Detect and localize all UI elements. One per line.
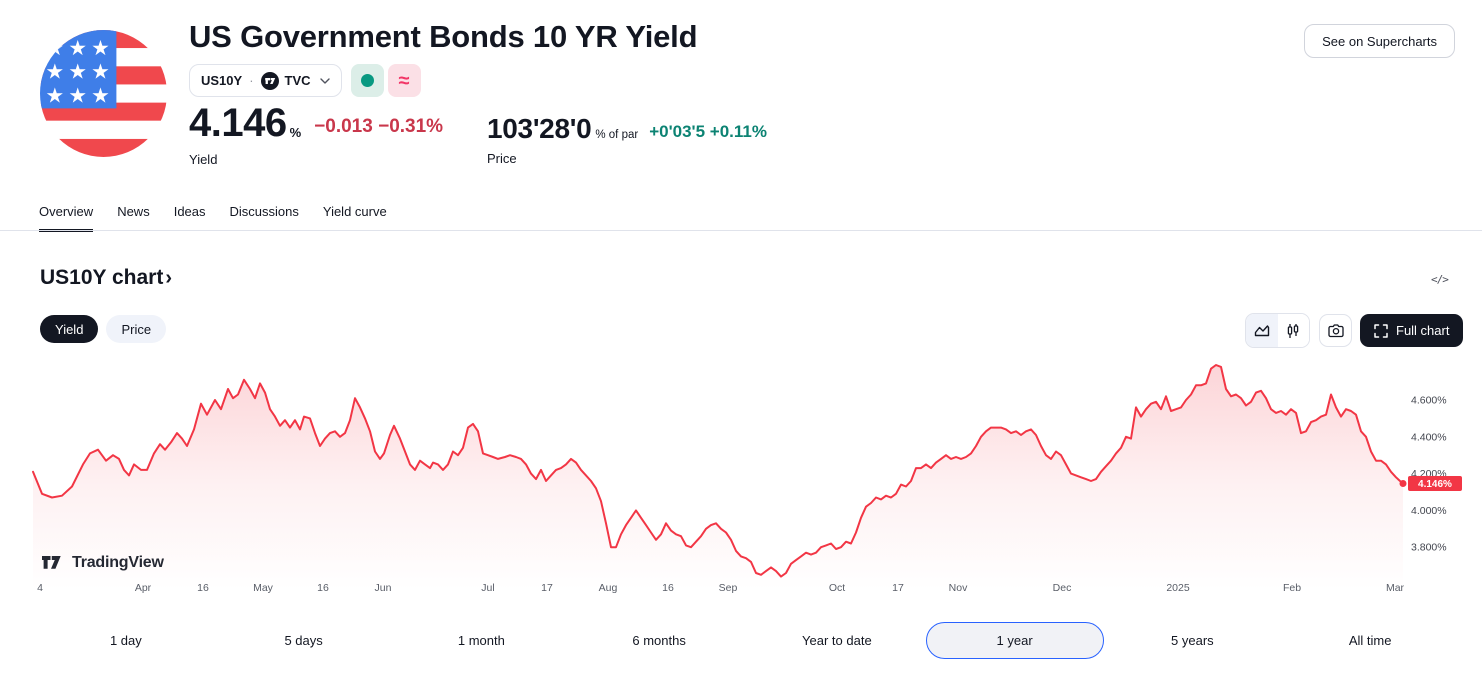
svg-text:Oct: Oct [829,582,845,594]
yield-metric: 4.146 % −0.013 −0.31% Yield [189,103,443,167]
svg-text:3.800%: 3.800% [1411,542,1447,554]
svg-text:★: ★ [91,83,110,107]
embed-code-icon[interactable]: </> [1431,273,1449,286]
svg-text:Feb: Feb [1283,582,1301,594]
svg-text:4.400%: 4.400% [1411,431,1447,443]
svg-text:16: 16 [662,582,674,594]
range-year-to-date[interactable]: Year to date [748,622,926,659]
exchange-code: TVC [284,73,311,88]
us-flag-icon: ★ ★ ★ ★ ★ ★ ★ ★ ★ [40,30,167,157]
range-5-years[interactable]: 5 years [1104,622,1282,659]
fullscreen-icon [1374,323,1388,338]
tab-overview[interactable]: Overview [39,204,94,232]
tradingview-logo-icon [42,555,61,569]
chevron-down-icon [319,77,330,84]
range-bar: 1 day 5 days 1 month 6 months Year to da… [37,620,1459,660]
full-chart-button[interactable]: Full chart [1360,314,1464,347]
yield-unit: % [289,125,302,140]
yield-change: −0.013 −0.31% [314,116,444,137]
svg-text:Jun: Jun [375,582,392,594]
page-title: US Government Bonds 10 YR Yield [189,19,698,54]
chart-toolbar: Full chart [1245,313,1464,348]
tab-news[interactable]: News [117,204,150,219]
svg-text:★: ★ [91,36,110,60]
svg-text:4.146%: 4.146% [1418,479,1452,490]
symbol-row: US10Y · TVC ≈ [189,64,421,97]
price-label: Price [487,151,517,166]
svg-text:★: ★ [68,60,87,84]
tab-ideas[interactable]: Ideas [173,204,206,219]
tabs-divider [0,230,1482,231]
full-chart-label: Full chart [1396,323,1450,338]
svg-text:16: 16 [197,582,209,594]
snapshot-button[interactable] [1319,314,1352,347]
yield-value: 4.146 [189,101,287,145]
svg-text:4: 4 [37,582,43,594]
yield-area-chart[interactable]: 4.600%4.400%4.200%4.000%3.800%4 Apr 16 May 1… [0,358,1482,603]
range-6-months[interactable]: 6 months [570,622,748,659]
chevron-right-icon: › [165,266,173,289]
chart-heading-link[interactable]: US10Y chart › [40,266,173,289]
svg-text:4.000%: 4.000% [1411,505,1447,517]
range-1-month[interactable]: 1 month [393,622,571,659]
svg-text:Apr: Apr [135,582,152,594]
market-open-dot-icon [360,74,374,87]
svg-text:Mar: Mar [1386,582,1405,594]
svg-text:Dec: Dec [1053,582,1072,594]
tab-bar: Overview News Ideas Discussions Yield cu… [39,204,387,232]
tradingview-exchange-icon [260,71,279,90]
svg-text:17: 17 [892,582,904,594]
candles-chart-type-button[interactable] [1277,314,1309,347]
toggle-price-button[interactable]: Price [106,315,167,343]
market-status-chip[interactable] [350,64,384,97]
svg-text:Aug: Aug [599,582,618,594]
area-chart-icon [1254,324,1269,336]
range-1-year[interactable]: 1 year [925,621,1104,659]
svg-text:May: May [253,582,274,594]
svg-text:★: ★ [46,36,65,60]
price-metric: 103'28'0 % of par +0'03'5 +0.11% Price [487,113,767,167]
yield-chart-area[interactable]: 4.600% 4.400% 4.200% 4.000% 3.800% 4 Apr 16 May 1… [0,358,1482,603]
svg-text:2025: 2025 [1166,582,1190,594]
svg-text:16: 16 [317,582,329,594]
tab-discussions[interactable]: Discussions [229,204,299,219]
chart-type-segmented-control [1245,313,1310,348]
toggle-yield-button[interactable]: Yield [40,315,99,343]
price-value: 103'28'0 [487,113,592,144]
symbol-selector[interactable]: US10Y · TVC [189,64,342,97]
approx-icon: ≈ [398,69,410,92]
svg-text:Sep: Sep [719,582,738,594]
camera-icon [1327,323,1344,337]
candles-icon [1288,323,1299,338]
approximate-data-chip[interactable]: ≈ [387,64,421,97]
svg-text:17: 17 [541,582,553,594]
see-on-supercharts-button[interactable]: See on Supercharts [1304,24,1455,58]
price-unit: % of par [595,129,639,141]
svg-text:Jul: Jul [481,582,494,594]
range-all-time[interactable]: All time [1281,622,1459,659]
watermark-text: TradingView [72,554,164,571]
range-5-days[interactable]: 5 days [215,622,393,659]
svg-text:4.600%: 4.600% [1411,395,1447,407]
series-toggle: Yield Price [40,315,167,343]
range-1-day[interactable]: 1 day [37,622,215,659]
svg-text:Nov: Nov [949,582,968,594]
area-chart-type-button[interactable] [1246,314,1278,347]
price-change: +0'03'5 +0.11% [649,122,767,141]
svg-text:★: ★ [46,83,65,107]
svg-text:★: ★ [68,36,87,60]
symbol-separator: · [249,73,254,88]
svg-text:★: ★ [68,83,87,107]
yield-label: Yield [189,152,218,167]
svg-text:★: ★ [46,60,65,84]
svg-text:★: ★ [91,60,110,84]
symbol-code: US10Y [201,73,243,88]
tab-yield-curve[interactable]: Yield curve [322,204,387,219]
tradingview-watermark: TradingView [42,554,164,572]
